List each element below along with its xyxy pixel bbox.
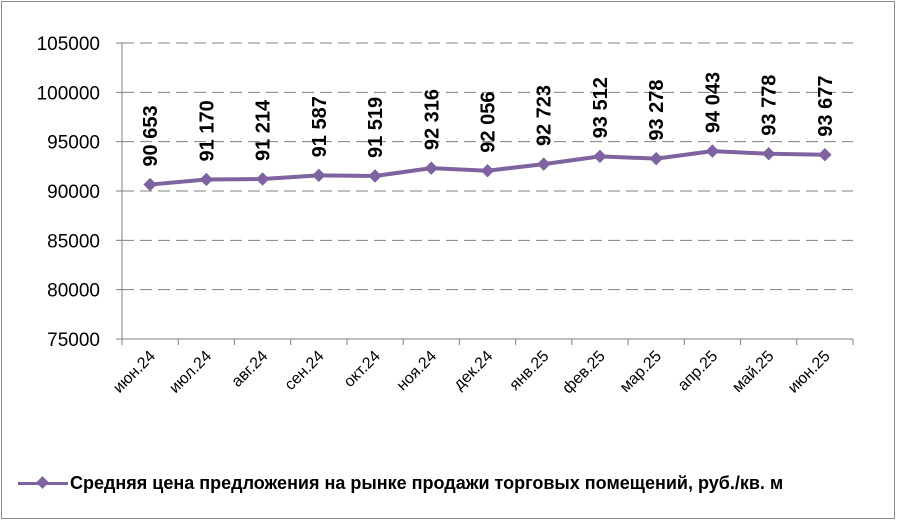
y-tick-label: 100000 xyxy=(37,83,100,104)
data-label: 92 056 xyxy=(478,92,500,153)
y-tick-label: 85000 xyxy=(47,231,100,252)
data-label: 93 278 xyxy=(646,79,668,140)
data-point-marker xyxy=(761,147,776,161)
x-tick-label: июн.24 xyxy=(110,348,159,397)
data-label: 90 653 xyxy=(140,105,162,166)
data-point-marker xyxy=(143,177,157,192)
y-tick-label: 90000 xyxy=(47,182,100,203)
label-layer: 90 653 91 170 91 214 91 587 91 519 92 316 92 0… xyxy=(140,72,837,167)
data-label: 91 214 xyxy=(253,99,275,161)
legend-label: Средняя цена предложения на рынке продаж… xyxy=(70,472,784,493)
x-tick-label: сен.24 xyxy=(282,348,328,394)
data-point-marker xyxy=(480,164,495,178)
x-tick-label: янв.25 xyxy=(506,348,552,394)
data-point-marker xyxy=(537,157,551,171)
x-tick-label: фев.25 xyxy=(559,348,608,397)
x-tick-label: авг.24 xyxy=(229,348,272,391)
grid-layer xyxy=(122,42,853,291)
legend-swatch-icon xyxy=(18,473,68,493)
y-tick-label: 75000 xyxy=(47,330,100,351)
x-tick-label: ноя.24 xyxy=(394,348,440,394)
data-label: 93 512 xyxy=(590,77,612,138)
x-tick-label: июл.24 xyxy=(166,348,215,397)
data-label: 91 519 xyxy=(365,97,387,158)
data-label: 91 170 xyxy=(196,100,218,161)
data-point-marker xyxy=(593,149,607,164)
x-tick-label: мар.25 xyxy=(617,348,665,396)
y-tick-label: 95000 xyxy=(47,133,100,154)
y-tick-label: 105000 xyxy=(37,34,100,55)
data-point-marker xyxy=(705,144,720,158)
data-point-marker xyxy=(255,172,270,186)
data-point-marker xyxy=(368,169,382,183)
y-tick-label: 80000 xyxy=(47,281,100,302)
x-tick-label: май.25 xyxy=(729,348,777,396)
data-point-marker xyxy=(649,151,663,166)
data-point-marker xyxy=(199,172,214,187)
x-tick-label: июн.25 xyxy=(785,348,834,397)
data-label: 91 587 xyxy=(309,96,331,157)
x-tick-label: дек.24 xyxy=(451,348,497,394)
data-label: 93 677 xyxy=(815,76,837,137)
data-label: 94 043 xyxy=(702,72,724,133)
data-label: 92 723 xyxy=(534,85,556,146)
series-layer xyxy=(143,144,832,192)
x-tick-label: окт.24 xyxy=(341,348,384,391)
x-tick-label: апр.25 xyxy=(675,348,722,395)
data-point-marker xyxy=(312,168,326,183)
axis-layer: 75000 80000 85000 90000 95000 100000 105000 июн… xyxy=(37,34,854,397)
data-label: 92 316 xyxy=(421,89,443,150)
data-point-marker xyxy=(424,161,438,175)
legend: Средняя цена предложения на рынке продаж… xyxy=(18,468,783,498)
data-label: 93 778 xyxy=(759,75,781,136)
data-point-marker xyxy=(818,148,832,162)
